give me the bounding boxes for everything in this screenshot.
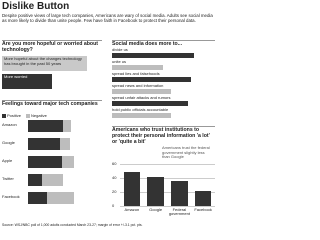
bar-segment (61, 156, 75, 168)
y-tick-label: 0 (112, 202, 115, 208)
x-tick-label: Federal government (168, 206, 190, 217)
grid-line (120, 178, 215, 179)
bar-label: spread unfair attacks and rumors (112, 95, 171, 100)
x-tick-label: Amazon (124, 206, 140, 212)
grid-line (120, 164, 215, 165)
bar (112, 77, 192, 82)
bar-label: divide us (112, 47, 128, 52)
bar-label: spread lies and falsehoods (112, 71, 160, 76)
bar-label: hold public officials accountable (112, 107, 169, 112)
bar-segment (28, 156, 62, 168)
bar-label: spread news and information (112, 83, 164, 88)
bar-segment (28, 120, 64, 132)
bar (112, 113, 172, 118)
category-label: Apple (2, 158, 13, 163)
category-label: Amazon (2, 122, 17, 127)
chart-title: Are you more hopeful or worried about te… (2, 40, 102, 53)
x-tick-label: Facebook (194, 206, 212, 212)
chart-title: Social media does more to... (112, 40, 215, 47)
infographic: Dislike Button Despite positive views of… (2, 1, 215, 227)
legend-label: Negative (31, 112, 47, 118)
bar-segment (47, 192, 75, 204)
bar (112, 65, 163, 70)
bar-segment (41, 174, 64, 186)
bar (112, 101, 189, 106)
bar-label: More hopeful about the changes technolog… (4, 56, 82, 66)
column (171, 180, 188, 206)
bar (2, 74, 53, 89)
y-tick-label: 40 (112, 174, 117, 180)
source: Source: WSJ/NBC poll of 1,000 adults con… (2, 223, 143, 227)
column (123, 171, 141, 206)
chart-title: Americans who trust institutions to prot… (112, 126, 215, 145)
bar-segment (28, 174, 42, 186)
y-tick-label: 60 (112, 160, 117, 166)
x-tick-label: Google (149, 206, 163, 212)
bar-label: unite us (112, 59, 127, 64)
bar-segment (63, 120, 72, 132)
bar-segment (60, 138, 71, 150)
legend-swatch (2, 114, 6, 118)
subtitle: Despite positive views of large tech com… (2, 13, 213, 24)
bar-segment (28, 138, 61, 150)
chart-title: Feelings toward major tech companies (2, 100, 102, 107)
category-label: Twitter (2, 176, 14, 181)
annotation: Americans trust the federal government s… (162, 145, 210, 160)
y-tick-label: 20 (112, 188, 117, 194)
column (147, 177, 164, 206)
bar (2, 56, 88, 71)
bar (112, 53, 195, 58)
grid-line (120, 192, 215, 193)
bar-segment (28, 192, 48, 204)
title: Dislike Button (2, 1, 70, 12)
bar-label: More worried (4, 74, 28, 79)
legend-swatch (26, 114, 30, 118)
column (194, 190, 212, 206)
bar (112, 89, 172, 94)
legend-label: Positive (7, 112, 22, 118)
grid-line (120, 206, 215, 207)
category-label: Facebook (2, 194, 20, 199)
category-label: Google (2, 140, 15, 145)
